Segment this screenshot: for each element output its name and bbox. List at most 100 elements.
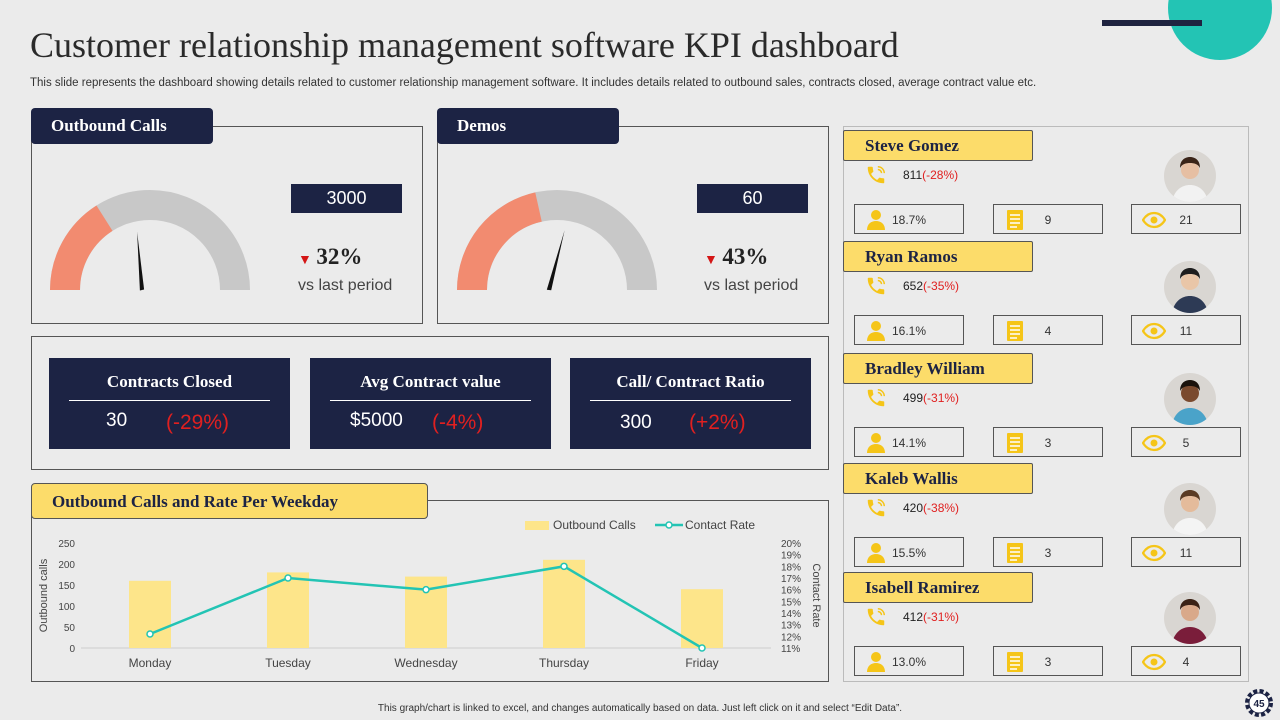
- avatar: [1164, 373, 1216, 425]
- y-tick-label: 200: [58, 560, 75, 571]
- outbound-vs-label: vs last period: [298, 277, 393, 294]
- person-name: Ryan Ramos: [865, 247, 958, 266]
- person-name: Isabell Ramirez: [865, 578, 980, 597]
- people-panel: [843, 126, 1249, 682]
- kpi-divider: [590, 400, 791, 401]
- person-change: (-31%): [923, 610, 960, 624]
- kpi-card-avg-contract-value: Avg Contract value $5000 (-4%): [310, 358, 551, 449]
- demos-change: 43%: [722, 244, 769, 269]
- eye-icon: [1142, 544, 1166, 562]
- person-stat-documents: 3: [993, 537, 1103, 567]
- person-calls: 499: [903, 391, 924, 405]
- outbound-calls-tab: Outbound Calls: [31, 108, 213, 144]
- y-axis-label: Outbound calls: [38, 558, 50, 632]
- outbound-gauge: [50, 190, 250, 291]
- person-stat-views: 5: [1131, 427, 1241, 457]
- person-stat1: 18.7%: [891, 213, 927, 227]
- bar: [129, 580, 171, 648]
- y2-tick-label: 20%: [781, 539, 801, 550]
- contact-rate-point: [146, 630, 154, 638]
- page-title: Customer relationship management softwar…: [30, 25, 899, 65]
- bar: [543, 559, 585, 648]
- y2-tick-label: 13%: [781, 621, 801, 632]
- person-change: (-31%): [923, 391, 960, 405]
- gauge-needle: [137, 231, 145, 291]
- down-triangle-icon: ▼: [298, 251, 312, 267]
- avatar: [1164, 150, 1216, 202]
- avatar: [1164, 592, 1216, 644]
- outbound-calls-panel: [31, 126, 423, 324]
- page-number-gear-icon: 45: [1245, 689, 1273, 717]
- kpi-value: 300: [620, 412, 652, 433]
- person-stat-percent: 13.0%: [854, 646, 964, 676]
- legend-label: Contact Rate: [685, 518, 755, 532]
- person-name: Kaleb Wallis: [843, 463, 1033, 494]
- kpi-card-call-contract-ratio: Call/ Contract Ratio 300 (+2%): [570, 358, 811, 449]
- legend-swatch-bars: [525, 521, 549, 530]
- user-icon: [867, 210, 885, 230]
- phone-icon: [867, 277, 885, 295]
- y-tick-label: 50: [64, 623, 76, 634]
- person-stat1: 16.1%: [891, 324, 927, 338]
- contact-rate-point: [698, 644, 706, 652]
- eye-icon: [1142, 322, 1166, 340]
- demos-value: 60: [697, 184, 808, 213]
- kpi-title: Avg Contract value: [360, 372, 501, 391]
- eye-icon: [1142, 211, 1166, 229]
- eye-icon: [1142, 434, 1166, 452]
- user-icon: [867, 433, 885, 453]
- person-stat-views: 11: [1131, 315, 1241, 345]
- decorative-circle: [1168, 0, 1272, 60]
- down-triangle-icon: ▼: [704, 251, 718, 267]
- document-icon: [1007, 321, 1023, 341]
- phone-icon: [867, 499, 885, 517]
- contact-rate-point: [422, 585, 430, 594]
- person-stat-percent: 16.1%: [854, 315, 964, 345]
- person-stat3: 4: [1182, 655, 1190, 669]
- kpi-card-contracts-closed: Contracts Closed 30 (-29%): [49, 358, 290, 449]
- gauge-fill: [50, 205, 113, 291]
- kpi-change: (-29%): [166, 411, 230, 434]
- person-name: Ryan Ramos: [843, 241, 1033, 272]
- person-change: (-35%): [923, 279, 960, 293]
- y2-tick-label: 16%: [781, 586, 801, 597]
- person-stat1: 13.0%: [891, 655, 927, 669]
- demos-gauge: [457, 190, 657, 291]
- kpi-divider: [330, 400, 531, 401]
- person-calls: 412(-31%): [903, 610, 959, 624]
- user-icon: [867, 543, 885, 563]
- x-tick-label: Friday: [685, 656, 718, 670]
- phone-icon: [867, 389, 885, 407]
- person-calls: 652: [903, 279, 924, 293]
- person-change: (-28%): [922, 168, 959, 182]
- user-icon: [867, 652, 885, 672]
- chart-panel: [31, 500, 829, 682]
- person-stat-documents: 3: [993, 646, 1103, 676]
- phone-icon: [867, 608, 885, 626]
- person-name: Isabell Ramirez: [843, 572, 1033, 603]
- person-stat-percent: 18.7%: [854, 204, 964, 234]
- person-stat-views: 11: [1131, 537, 1241, 567]
- person-stat3: 11: [1179, 546, 1193, 560]
- person-calls: 652(-35%): [903, 279, 959, 293]
- person-stat1: 15.5%: [891, 546, 927, 560]
- demos-tab: Demos: [437, 108, 619, 144]
- y2-tick-label: 14%: [781, 609, 801, 620]
- person-name: Kaleb Wallis: [865, 469, 958, 488]
- legend-label: Outbound Calls: [553, 518, 636, 532]
- person-calls: 811: [903, 168, 923, 182]
- y2-tick-label: 19%: [781, 551, 801, 562]
- person-stat3: 21: [1179, 213, 1193, 227]
- person-stat2: 3: [1044, 546, 1052, 560]
- outbound-value: 3000: [291, 184, 402, 213]
- weekday-combo-chart: 25020015010050020%19%18%17%16%15%14%13%1…: [38, 518, 822, 670]
- page-subtitle: This slide represents the dashboard show…: [30, 77, 1037, 89]
- person-calls: 412: [903, 610, 924, 624]
- avatar: [1164, 261, 1216, 313]
- outbound-change: 32%: [316, 244, 363, 269]
- person-stat-documents: 3: [993, 427, 1103, 457]
- person-name: Steve Gomez: [865, 136, 959, 155]
- legend-swatch-marker: [665, 521, 673, 529]
- y2-tick-label: 17%: [781, 574, 801, 585]
- y-tick-label: 0: [69, 644, 75, 655]
